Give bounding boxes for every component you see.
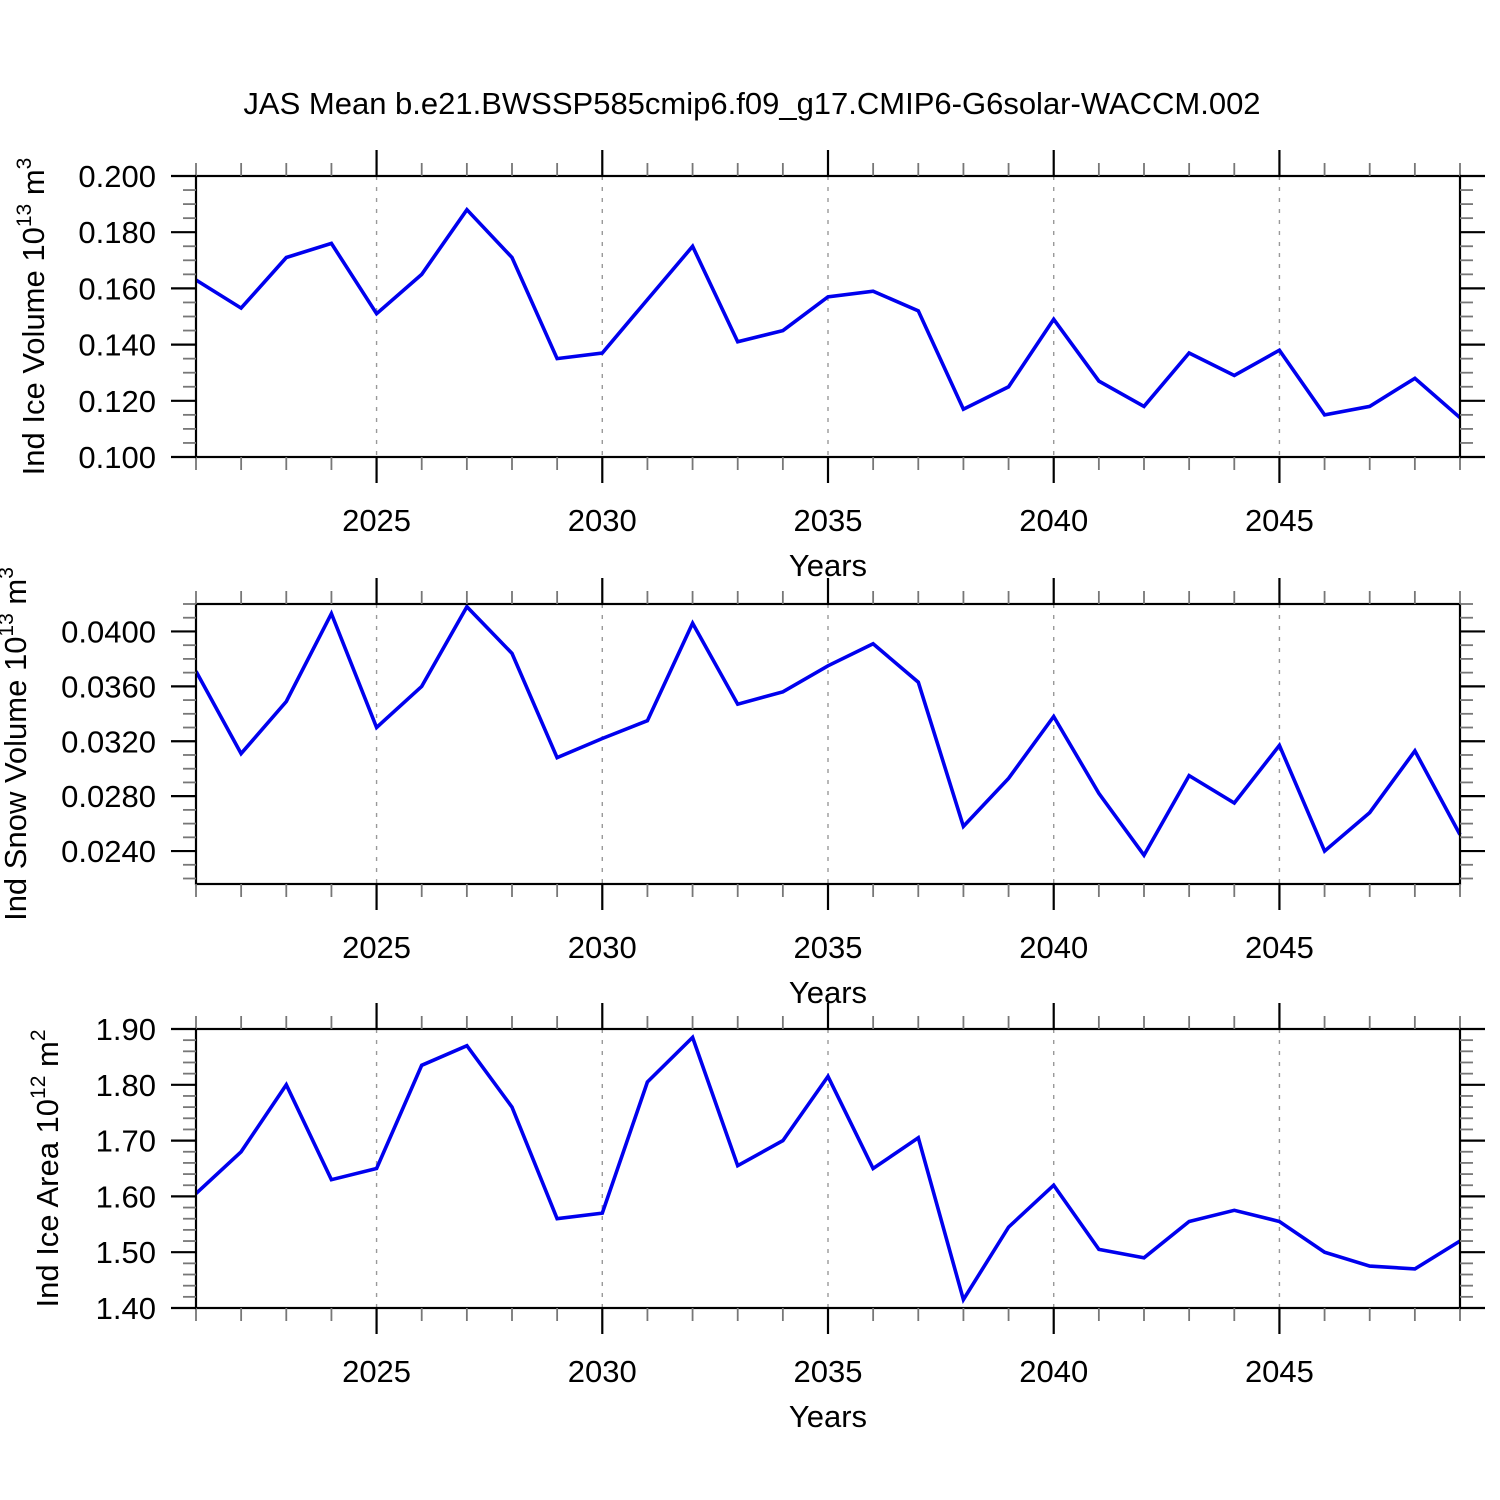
plot-frame <box>194 1027 1462 1310</box>
x-tick-label: 2025 <box>342 1354 411 1389</box>
y-tick-label: 1.60 <box>96 1179 156 1214</box>
x-tick-label: 2025 <box>342 503 411 538</box>
x-tick-label: 2030 <box>568 930 637 965</box>
y-tick-label: 0.0240 <box>61 834 156 869</box>
y-tick-label: 0.0320 <box>61 724 156 759</box>
x-tick-label: 2040 <box>1019 1354 1088 1389</box>
x-tick-label: 2030 <box>568 503 637 538</box>
y-tick-label: 0.160 <box>78 271 156 306</box>
plot-frame <box>194 602 1462 886</box>
y-tick-label: 1.90 <box>96 1012 156 1047</box>
panel-ice-area: 1.40 1.50 1.60 1.70 1.80 1.90 2025 2030 2035 2040… <box>27 1003 1485 1434</box>
y-tick-label: 0.0280 <box>61 779 156 814</box>
x-tick-label: 2040 <box>1019 503 1088 538</box>
y-tick-label: 1.70 <box>96 1124 156 1159</box>
x-tick-label: 2045 <box>1245 1354 1314 1389</box>
y-axis-title: Ind Snow Volume 1013 m3 <box>0 567 33 921</box>
y-axis-title: Ind Ice Volume 1013 m3 <box>13 158 51 476</box>
y-tick-label: 0.140 <box>78 328 156 363</box>
x-tick-label: 2025 <box>342 930 411 965</box>
x-tick-label: 2035 <box>794 503 863 538</box>
y-tick-label: 0.0400 <box>61 614 156 649</box>
chart-title: JAS Mean b.e21.BWSSP585cmip6.f09_g17.CMI… <box>243 86 1261 121</box>
x-axis-title: Years <box>789 1399 867 1434</box>
data-line <box>195 206 1462 420</box>
x-axis-title: Years <box>789 548 867 583</box>
y-tick-label: 1.50 <box>96 1235 156 1270</box>
x-tick-label: 2040 <box>1019 930 1088 965</box>
y-tick-label: 0.180 <box>78 215 156 250</box>
x-tick-label: 2035 <box>794 930 863 965</box>
x-tick-label: 2045 <box>1245 930 1314 965</box>
data-line <box>194 603 1462 859</box>
panel-ice-volume: 0.100 0.120 0.140 0.160 0.180 0.200 2025 2030 20… <box>13 150 1485 583</box>
panel-snow-volume: 0.0240 0.0280 0.0320 0.0360 0.0400 2025 2030 20… <box>0 567 1485 1010</box>
y-tick-label: 0.100 <box>78 440 156 475</box>
y-tick-label: 0.200 <box>78 159 156 194</box>
y-axis-title: Ind Ice Area 1012 m2 <box>27 1029 65 1307</box>
x-tick-label: 2035 <box>794 1354 863 1389</box>
y-tick-label: 0.0360 <box>61 669 156 704</box>
y-tick-label: 1.40 <box>96 1291 156 1326</box>
y-tick-label: 0.120 <box>78 384 156 419</box>
x-tick-label: 2045 <box>1245 503 1314 538</box>
y-tick-label: 1.80 <box>96 1068 156 1103</box>
data-line <box>194 1034 1461 1305</box>
x-tick-label: 2030 <box>568 1354 637 1389</box>
plot-frame <box>194 174 1462 459</box>
